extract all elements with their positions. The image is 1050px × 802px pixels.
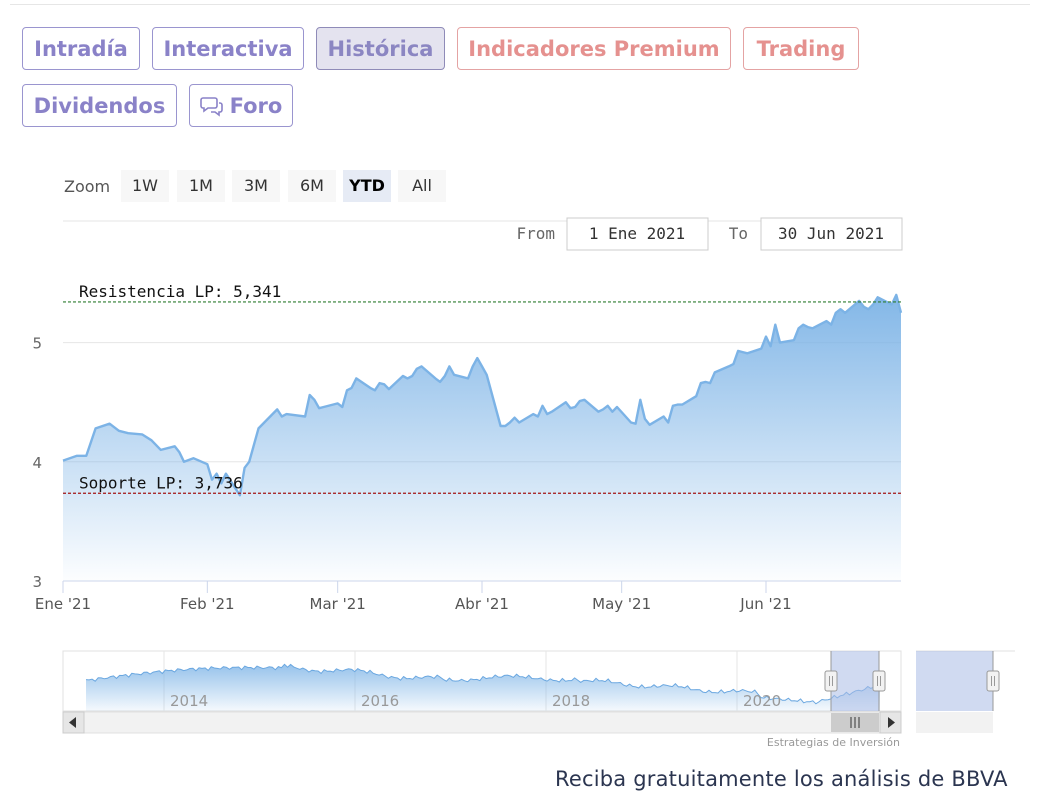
tab-label: Trading xyxy=(756,36,846,61)
y-tick-label: 4 xyxy=(32,454,42,472)
tab-interactiva[interactable]: Interactiva xyxy=(152,27,304,70)
secondary-navigator-selection[interactable] xyxy=(916,651,993,711)
x-tick-label: Feb '21 xyxy=(180,595,235,613)
navigator-left-handle[interactable] xyxy=(824,670,838,692)
navigator-year-label: 2020 xyxy=(743,692,781,710)
chart-credits[interactable]: Estrategias de Inversión xyxy=(766,736,900,749)
tab-trading[interactable]: Trading xyxy=(743,27,859,70)
tab-label: Indicadores Premium xyxy=(468,36,720,61)
zoom-3m-button[interactable] xyxy=(232,170,280,202)
tab-dividendos[interactable]: Dividendos xyxy=(22,84,177,127)
navigator-right-handle[interactable] xyxy=(872,670,886,692)
y-tick-label: 5 xyxy=(32,335,42,353)
to-date-input[interactable] xyxy=(760,217,903,251)
x-tick-label: Mar '21 xyxy=(310,595,366,613)
navigator-selection[interactable] xyxy=(831,651,879,711)
support-label: Soporte LP: 3,736 xyxy=(79,473,243,492)
zoom-1w-button[interactable] xyxy=(121,170,169,202)
from-label: From xyxy=(516,224,555,243)
tab-foro[interactable]: Foro xyxy=(189,84,293,127)
zoom-3m-label: 3M xyxy=(244,176,268,195)
tab-indicadores-premium[interactable]: Indicadores Premium xyxy=(457,27,731,70)
zoom-buttons: 1W 1M 3M 6M YTD All xyxy=(121,170,446,202)
navigator-year-labels: 2014 2016 2018 2020 xyxy=(170,692,781,710)
tab-label: Intradía xyxy=(34,36,128,61)
top-divider xyxy=(10,4,1030,5)
from-date-value: 1 Ene 2021 xyxy=(589,224,685,243)
arrow-left-icon xyxy=(69,717,76,728)
from-date-input[interactable] xyxy=(566,217,709,251)
tab-label: Foro xyxy=(229,93,283,118)
navigator-year-label: 2016 xyxy=(361,692,399,710)
zoom-ytd-label: YTD xyxy=(348,176,385,195)
zoom-6m-button[interactable] xyxy=(288,170,336,202)
x-tick-label: Jun '21 xyxy=(739,595,791,613)
x-tick-label: Ene '21 xyxy=(35,595,91,613)
price-line xyxy=(62,293,903,497)
tab-historica[interactable]: Histórica xyxy=(316,27,445,70)
tab-label: Dividendos xyxy=(33,93,166,118)
navigator-area xyxy=(86,664,880,711)
zoom-ytd-button[interactable] xyxy=(343,170,391,202)
stock-chart: Zoom 1W 1M 3M 6M YTD All From 1 Ene 2021… xyxy=(32,170,1015,734)
to-label: To xyxy=(729,224,748,243)
zoom-1w-label: 1W xyxy=(132,176,158,195)
support-resistance-lines: Resistencia LP: 5,341 Soporte LP: 3,736 xyxy=(63,282,901,494)
zoom-label: Zoom xyxy=(64,177,110,196)
zoom-all-button[interactable] xyxy=(398,170,446,202)
navigator-scrollbar[interactable] xyxy=(62,711,902,734)
tab-label: Interactiva xyxy=(163,36,293,61)
zoom-1m-label: 1M xyxy=(189,176,213,195)
x-axis-ticks: Ene '21 Feb '21 Mar '21 Abr '21 May '21 Jun '… xyxy=(35,581,792,613)
x-tick-label: Abr '21 xyxy=(455,595,509,613)
zoom-6m-label: 6M xyxy=(300,176,324,195)
chat-bubbles-icon xyxy=(199,96,223,117)
secondary-navigator xyxy=(916,650,1015,733)
arrow-right-icon xyxy=(888,717,895,728)
navigator-year-label: 2014 xyxy=(170,692,208,710)
y-axis-labels: 3 4 5 xyxy=(32,335,42,591)
to-date-value: 30 Jun 2021 xyxy=(778,224,884,243)
y-tick-label: 3 xyxy=(32,573,42,591)
footer-cta-text: Reciba gratuitamente los análisis de BBV… xyxy=(555,767,1008,791)
x-tick-label: May '21 xyxy=(592,595,651,613)
zoom-all-label: All xyxy=(412,176,432,195)
tab-intradia[interactable]: Intradía xyxy=(22,27,140,70)
tab-label: Histórica xyxy=(327,36,434,61)
secondary-navigator-handle[interactable] xyxy=(986,670,1000,692)
zoom-1m-button[interactable] xyxy=(177,170,225,202)
navigator: 2014 2016 2018 2020 xyxy=(62,650,902,734)
resistance-label: Resistencia LP: 5,341 xyxy=(79,282,281,301)
navigator-line xyxy=(85,663,881,705)
navigator-year-label: 2018 xyxy=(552,692,590,710)
price-area xyxy=(63,294,901,581)
secondary-scrollbar xyxy=(916,712,993,733)
